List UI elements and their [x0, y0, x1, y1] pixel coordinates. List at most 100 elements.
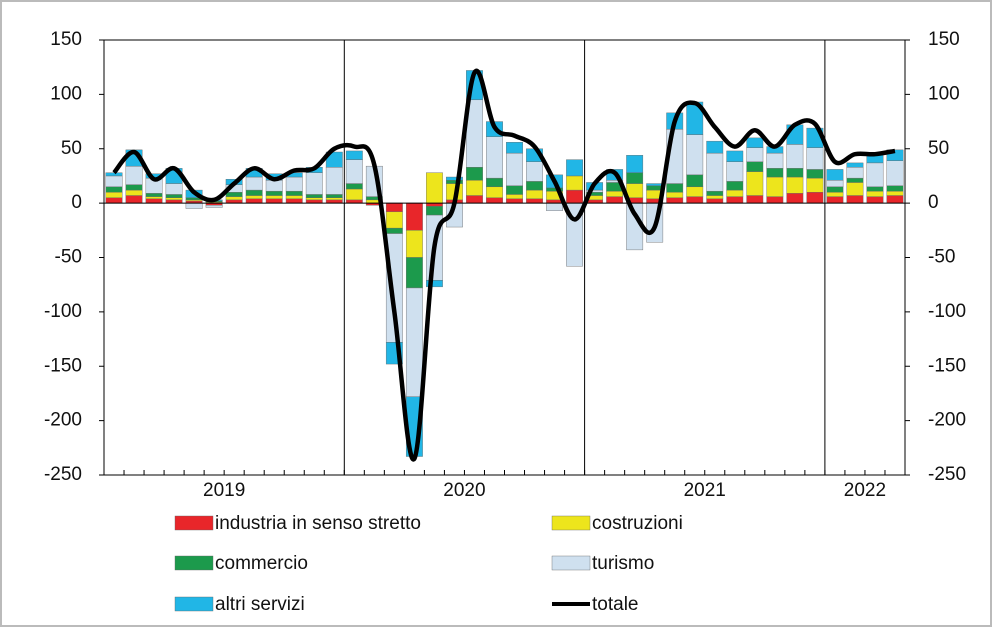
- bar-segment: [866, 196, 884, 204]
- bar-segment: [125, 184, 143, 191]
- bar-segment: [526, 198, 543, 204]
- bar-segment: [285, 176, 303, 192]
- bar-segment: [846, 167, 864, 179]
- bar-segment: [766, 176, 784, 197]
- bar-segment: [345, 159, 363, 184]
- bar-segment: [345, 150, 363, 160]
- bar-segment: [225, 196, 243, 201]
- bar-segment: [325, 197, 343, 201]
- bar-segment: [706, 152, 724, 192]
- y2-tick-label: -150: [928, 355, 966, 376]
- bar-segment: [285, 190, 303, 196]
- bar-segment: [766, 152, 784, 169]
- bar-segment: [726, 189, 744, 197]
- bar-segment: [285, 195, 303, 199]
- bar-segment: [305, 172, 323, 195]
- bar-segment: [466, 167, 483, 181]
- y-tick-label: 0: [71, 192, 82, 213]
- bar-segment: [766, 196, 784, 204]
- x-group-label: 2022: [844, 480, 886, 501]
- bar-segment: [245, 176, 263, 191]
- bar-segment: [866, 162, 884, 188]
- bar-segment: [185, 202, 203, 209]
- legend-label: costruzioni: [592, 513, 683, 534]
- bar-segment: [145, 196, 163, 199]
- bar-segment: [526, 189, 543, 199]
- bar-segment: [686, 186, 704, 197]
- bar-segment: [205, 205, 223, 208]
- y-tick-label: -100: [44, 301, 82, 322]
- bar-segment: [506, 152, 523, 186]
- bar-segment: [826, 180, 844, 188]
- bar-segment: [826, 186, 844, 193]
- bar-segment: [385, 227, 403, 234]
- legend-swatch: [174, 515, 214, 531]
- bar-segment: [265, 180, 283, 192]
- bar-segment: [666, 183, 684, 193]
- bar-segment: [305, 194, 323, 198]
- bar-segment: [405, 257, 423, 289]
- bar-segment: [726, 181, 744, 191]
- bar-segment: [706, 190, 724, 196]
- bar-segment: [486, 136, 503, 179]
- bar-segment: [806, 177, 824, 193]
- legend-swatch: [174, 596, 214, 612]
- bar-segment: [786, 144, 804, 169]
- y2-tick-label: 50: [928, 138, 949, 159]
- bar-segment: [125, 189, 143, 196]
- y-tick-label: 150: [50, 29, 82, 50]
- bar-segment: [325, 194, 343, 198]
- bar-segment: [125, 195, 143, 204]
- bar-segment: [806, 192, 824, 204]
- bar-segment: [806, 169, 824, 179]
- bar-segment: [846, 195, 864, 204]
- bar-segment: [626, 183, 644, 198]
- bar-segment: [686, 196, 704, 204]
- bar-segment: [886, 195, 904, 204]
- bar-segment: [746, 171, 764, 196]
- bar-segment: [125, 165, 143, 185]
- bar-segment: [546, 202, 563, 211]
- y2-tick-label: -250: [928, 464, 966, 485]
- bar-segment: [706, 195, 724, 199]
- bar-segment: [786, 168, 804, 178]
- y-tick-label: -150: [44, 355, 82, 376]
- bar-segment: [706, 140, 724, 154]
- bar-segment: [826, 196, 844, 204]
- y2-tick-label: 0: [928, 192, 939, 213]
- bar-segment: [886, 190, 904, 196]
- bar-segment: [626, 172, 644, 184]
- bar-segment: [486, 177, 503, 188]
- bar-segment: [165, 183, 183, 195]
- bar-segment: [405, 230, 423, 258]
- y2-tick-label: 150: [928, 29, 960, 50]
- bar-segment: [466, 180, 483, 196]
- bar-segment: [746, 147, 764, 163]
- bar-segment: [786, 193, 804, 204]
- bar-segment: [846, 177, 864, 183]
- bar-segment: [766, 168, 784, 178]
- bar-segment: [626, 155, 644, 173]
- bar-segment: [105, 197, 123, 204]
- bar-segment: [686, 134, 704, 176]
- bar-segment: [666, 192, 684, 198]
- bar-segment: [225, 192, 243, 197]
- bar-segment: [345, 183, 363, 190]
- bar-segment: [165, 194, 183, 198]
- bar-segment: [826, 192, 844, 197]
- bar-segment: [265, 198, 283, 204]
- bar-segment: [746, 137, 764, 148]
- bar-segment: [726, 196, 744, 204]
- bar-segment: [486, 186, 503, 198]
- legend-label: turismo: [592, 553, 654, 574]
- bar-segment: [105, 192, 123, 198]
- bar-segment: [846, 182, 864, 196]
- y-tick-label: -50: [55, 247, 82, 268]
- bar-segment: [506, 185, 523, 195]
- bar-segment: [746, 195, 764, 204]
- bar-segment: [866, 186, 884, 192]
- bar-segment: [706, 198, 724, 204]
- bar-segment: [105, 175, 123, 188]
- bar-segment: [826, 169, 844, 181]
